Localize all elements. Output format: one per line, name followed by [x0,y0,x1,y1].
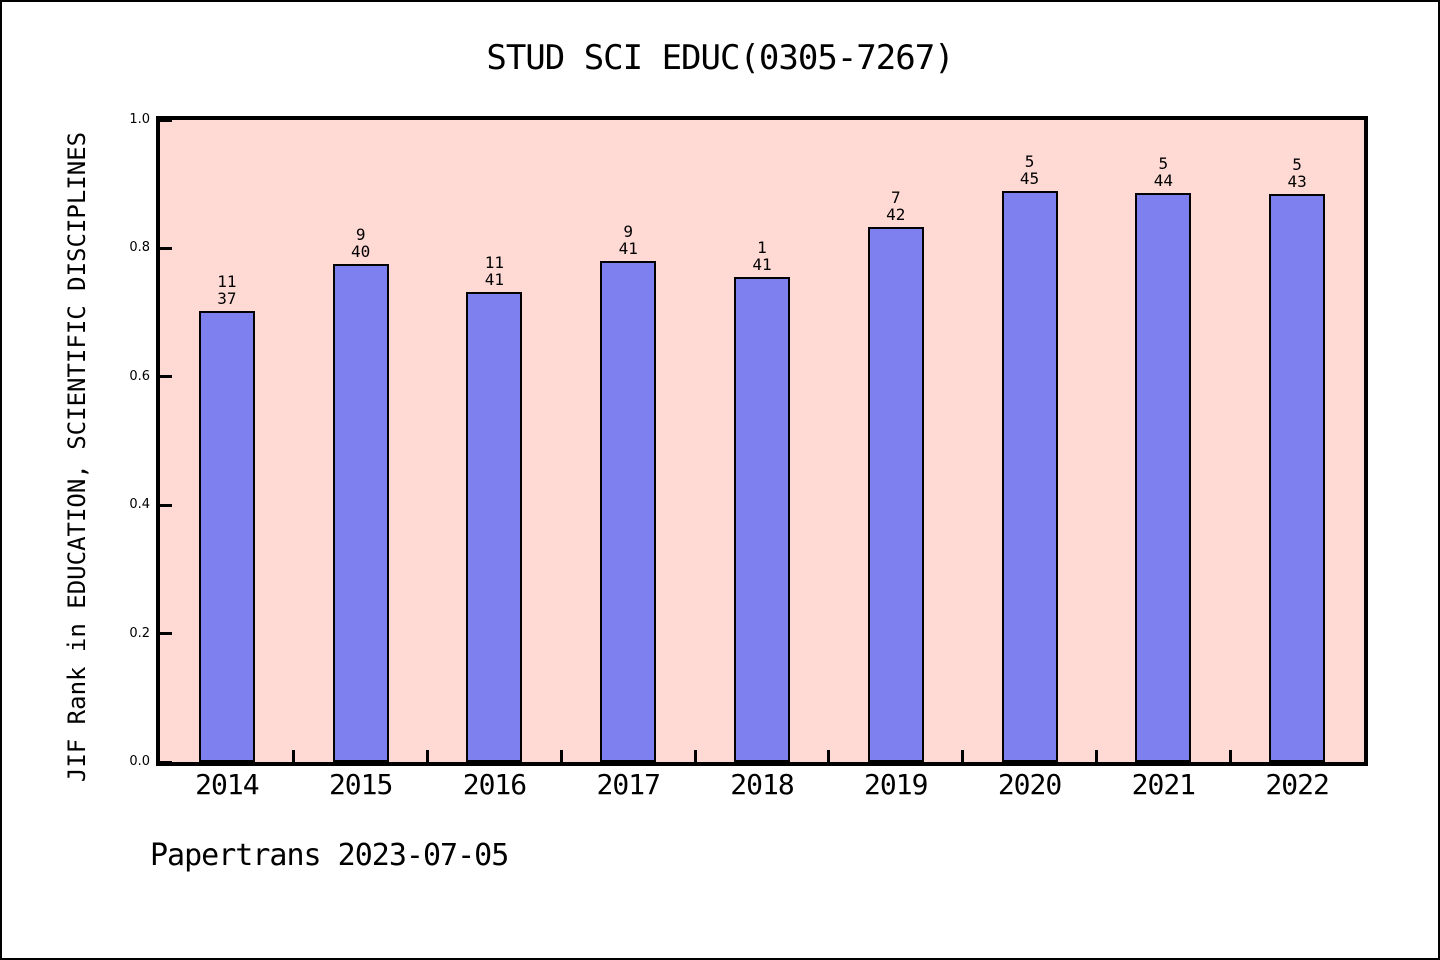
y-tick-label: 0.8 [129,240,150,256]
x-tick [693,750,697,762]
y-tick [160,632,172,636]
footer-watermark: Papertrans 2023-07-05 [150,838,509,873]
x-tick-label: 2014 [195,768,259,801]
y-tick [160,375,172,379]
bar-2016 [466,292,523,762]
bar-value-label: 5 44 [1153,154,1173,191]
bar-value-label: 9 41 [618,222,638,259]
x-tick [292,750,296,762]
x-tick-label: 2021 [1131,768,1196,801]
bar-value-label: 5 43 [1287,155,1307,192]
x-tick-label: 2022 [1265,768,1329,801]
y-axis-title: JIF Rank in EDUCATION, SCIENTIFIC DISCIP… [63,131,91,783]
bar-value-label: 5 45 [1019,152,1040,189]
bar-2020 [1001,191,1058,762]
x-tick-label: 2020 [997,768,1062,801]
x-tick [426,750,430,762]
bar-2021 [1135,193,1192,762]
bar-value-label: 9 40 [351,225,371,262]
bar-value-label: 1 41 [752,237,772,274]
y-tick [160,246,172,250]
bar-2014 [198,310,255,762]
bar-2018 [734,276,790,762]
x-tick-label: 2015 [328,768,393,801]
y-tick [160,503,172,507]
x-tick [1228,750,1232,762]
bar-2022 [1269,194,1326,762]
y-tick-label: 0.6 [129,368,150,384]
x-tick-label: 2019 [864,768,928,801]
y-tick [160,760,172,764]
x-tick-label: 2017 [596,768,661,801]
x-tick-label: 2016 [462,768,527,801]
x-tick [827,750,831,762]
y-tick-label: 0.2 [129,625,150,641]
y-tick-label: 0.4 [129,497,150,513]
y-tick [160,118,172,122]
y-tick-label: 1.0 [129,112,150,127]
bar-value-label: 11 37 [217,271,237,308]
chart-title: STUD SCI EDUC(0305-7267) [486,38,954,78]
y-tick-label: 0.0 [129,754,150,769]
x-tick [559,750,563,762]
bar-value-label: 7 42 [886,188,906,225]
bar-2017 [600,261,657,762]
x-tick [1094,750,1098,762]
x-tick [961,750,965,762]
bar-value-label: 11 41 [484,253,505,290]
plot-area: 11 37 9 40 11 41 9 41 1 41 7 42 5 45 5 44 5 43 [156,116,1368,766]
bar-2019 [867,227,924,762]
bar-2015 [332,264,389,762]
x-tick-label: 2018 [730,768,794,801]
